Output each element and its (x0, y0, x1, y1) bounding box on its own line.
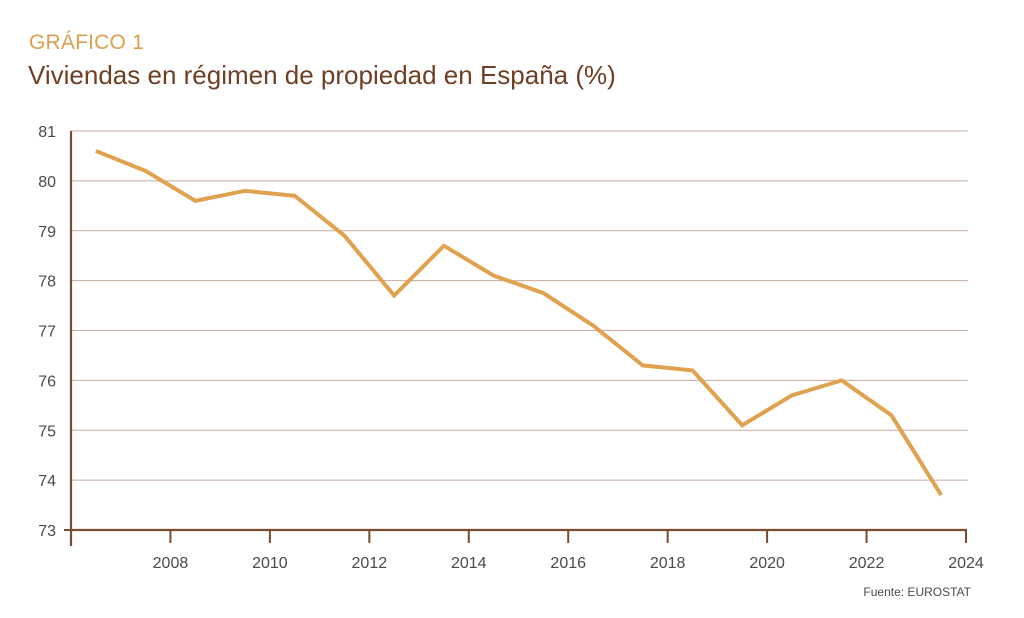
y-tick-label: 77 (38, 324, 56, 341)
data-point (641, 363, 645, 367)
series-group (94, 149, 943, 497)
chart-kicker: GRÁFICO 1 (29, 31, 144, 54)
x-tick-label: 2008 (153, 555, 189, 572)
data-point (889, 413, 893, 417)
data-point (94, 149, 98, 153)
data-point (442, 244, 446, 248)
data-point (939, 493, 943, 497)
data-point (591, 324, 595, 328)
y-tick-label: 76 (38, 373, 56, 390)
data-point (840, 378, 844, 382)
data-point (144, 169, 148, 173)
source-note: Fuente: EUROSTAT (863, 585, 971, 599)
y-tick-label: 80 (38, 174, 56, 191)
y-tick-label: 74 (38, 473, 56, 490)
data-point (541, 291, 545, 295)
y-tick-label: 79 (38, 224, 56, 241)
data-point (243, 189, 247, 193)
data-point (740, 423, 744, 427)
x-axis-ticks: 2008 2010 2012 2014 2016 2018 2020 2022 2024 (153, 530, 984, 572)
x-tick-label: 2014 (451, 555, 487, 572)
x-tick-label: 2012 (352, 555, 388, 572)
series-line (95, 149, 943, 497)
y-tick-label: 81 (38, 124, 56, 141)
data-point (691, 368, 695, 372)
data-point (342, 234, 346, 238)
x-tick-label: 2010 (252, 555, 288, 572)
data-point (193, 199, 197, 203)
gridlines (71, 130, 968, 481)
y-axis-ticks: 73 74 75 76 77 78 79 80 81 (38, 124, 71, 540)
data-point (293, 194, 297, 198)
data-point (790, 393, 794, 397)
chart-title: Viviendas en régimen de propiedad en Esp… (28, 60, 616, 90)
x-tick-label: 2020 (749, 555, 785, 572)
x-tick-label: 2018 (650, 555, 686, 572)
y-tick-label: 75 (38, 423, 56, 440)
y-tick-label: 73 (38, 523, 56, 540)
x-tick-label: 2016 (550, 555, 586, 572)
data-point (392, 294, 396, 298)
data-point (492, 274, 496, 278)
y-tick-label: 78 (38, 274, 56, 291)
x-tick-label: 2022 (849, 555, 885, 572)
x-tick-label: 2024 (948, 555, 984, 572)
